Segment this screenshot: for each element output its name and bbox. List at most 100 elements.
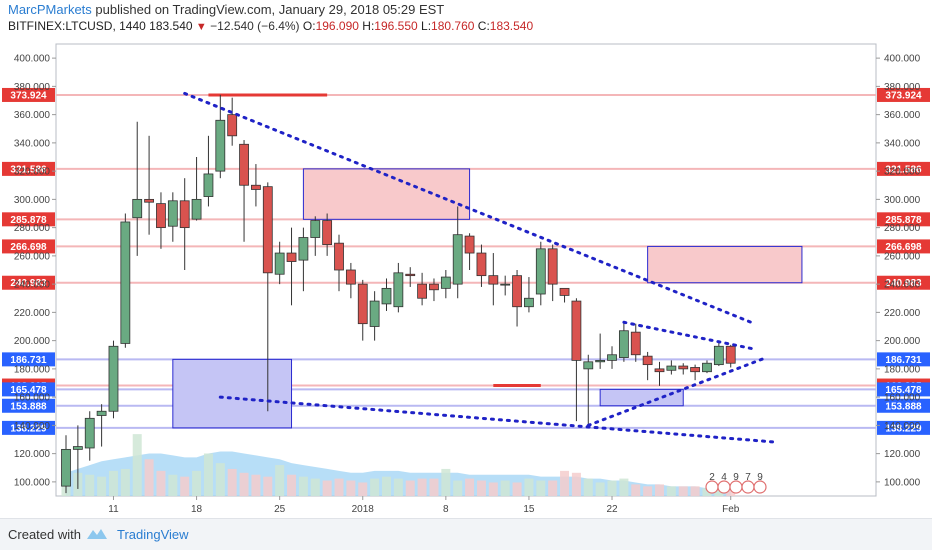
price-tag-left [2, 420, 55, 435]
volume-bar [560, 470, 570, 496]
candle-down [251, 184, 261, 190]
low-label: L: [421, 19, 432, 33]
volume-bar [180, 476, 190, 496]
symbol-label: BITFINEX:LTCUSD, 1440 [8, 19, 146, 33]
x-tick-label: 15 [523, 504, 535, 515]
x-tick-label: 2018 [352, 504, 375, 515]
volume-bar [536, 480, 546, 496]
candle-up [595, 359, 606, 363]
volume-bar [548, 480, 558, 496]
y-tick-label-left: 200.000 [14, 336, 51, 347]
price-tag-left-text: 153.888 [10, 401, 47, 412]
y-tick-label-right: 140.000 [884, 421, 921, 432]
volume-bar [263, 476, 273, 496]
y-tick-label-left: 340.000 [14, 138, 51, 149]
published-text: published on TradingView.com, January 29… [95, 2, 445, 17]
candle-down [547, 248, 558, 285]
volume-bar [714, 488, 724, 496]
y-tick-label-left: 100.000 [14, 477, 51, 488]
trendline [586, 356, 768, 427]
close-label: C: [477, 19, 490, 33]
price-tag-right-text: 285.878 [885, 215, 922, 226]
demand-zone [172, 358, 293, 429]
tradingview-brand-link[interactable]: TradingView [117, 527, 189, 542]
candle-down [239, 143, 249, 186]
volume-bar [417, 478, 427, 496]
author-link[interactable]: MarcPMarkets [8, 2, 92, 17]
candle-up [84, 417, 95, 449]
candle-up [440, 276, 451, 289]
price-tag-right [877, 420, 930, 435]
candle-down [512, 275, 522, 308]
volume-bar [239, 472, 249, 496]
volume-bar [85, 474, 95, 496]
volume-bar [370, 478, 380, 496]
volume-bar [453, 480, 463, 496]
open-value: 196.090 [315, 19, 359, 33]
candle-down [334, 242, 344, 271]
demand-zone [599, 388, 684, 407]
y-tick-label-left: 140.000 [14, 421, 51, 432]
candle-down [286, 252, 297, 262]
y-tick-label-left: 300.000 [14, 195, 51, 206]
volume-bar [488, 482, 498, 496]
candle-down [357, 283, 368, 325]
y-tick-label-left: 180.000 [14, 364, 51, 375]
volume-bar [655, 484, 664, 496]
price-tag-right-text: 321.586 [885, 164, 922, 175]
candle-down [690, 367, 701, 373]
price-tag-left [2, 398, 55, 413]
low-value: 180.760 [431, 19, 475, 33]
volume-bar [666, 486, 676, 496]
volume-bar [298, 476, 308, 496]
y-tick-label-right: 160.000 [884, 393, 921, 404]
y-tick-label-left: 160.000 [14, 393, 51, 404]
price-tag-left-text: 321.586 [10, 164, 47, 175]
price-tag-right-text: 153.888 [885, 401, 922, 412]
volume-bar [144, 459, 154, 496]
candle-up [381, 287, 392, 305]
event-marker-icon [753, 480, 767, 494]
event-marker-label: 2 [709, 472, 715, 483]
volume-bar [690, 486, 700, 496]
trendline [183, 91, 756, 326]
candle-up [713, 345, 724, 366]
volume-bar [643, 486, 653, 496]
high-label: H: [362, 19, 375, 33]
volume-bar [346, 480, 356, 496]
volume-bar [571, 472, 581, 496]
candle-down [559, 287, 570, 296]
price-tag-left [2, 382, 55, 397]
x-tick-label: 22 [606, 504, 618, 515]
price-tag-right [877, 212, 930, 227]
y-tick-label-right: 180.000 [884, 364, 921, 375]
volume-bar [192, 470, 202, 496]
price-tag-left-text: 240.983 [10, 278, 47, 289]
volume-bar [500, 480, 510, 496]
price-tag-left-text: 266.698 [10, 242, 47, 253]
candle-up [310, 220, 321, 238]
down-triangle-icon: ▼ [195, 21, 207, 33]
candle-up [500, 283, 511, 286]
volume-bar [512, 482, 522, 496]
volume-bar [287, 474, 297, 496]
price-tag-right-text: 373.924 [885, 90, 922, 101]
y-tick-label-right: 360.000 [884, 110, 921, 121]
volume-bar [358, 482, 368, 496]
volume-bar [108, 470, 118, 496]
volume-bar [405, 480, 415, 496]
y-tick-label-right: 320.000 [884, 167, 921, 178]
candle-down [642, 355, 653, 366]
candle-down [156, 203, 166, 229]
price-tag-left-text: 138.229 [10, 423, 47, 434]
candle-down [476, 252, 487, 277]
x-tick-label: 25 [274, 504, 286, 515]
volume-pane [61, 434, 736, 496]
price-tag-right [877, 239, 930, 254]
created-with-text: Created with [8, 527, 81, 542]
x-tick-label: 11 [108, 504, 119, 515]
candle-down [630, 331, 641, 356]
y-tick-label-right: 220.000 [884, 308, 921, 319]
volume-bar [120, 468, 130, 496]
